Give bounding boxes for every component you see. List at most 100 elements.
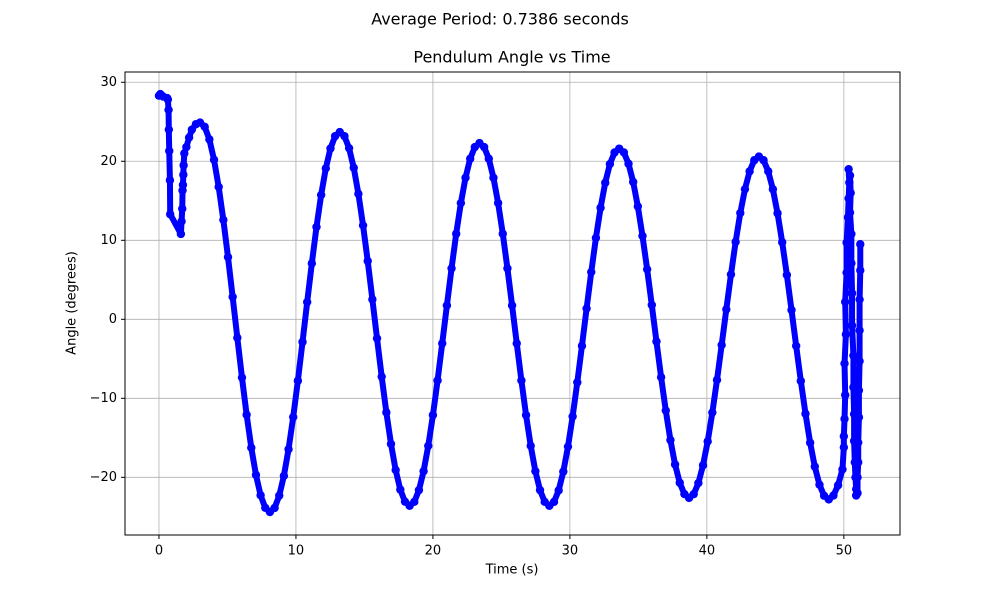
- data-point: [289, 412, 298, 422]
- data-point: [372, 334, 382, 343]
- data-point: [619, 148, 629, 157]
- data-point: [712, 375, 722, 385]
- x-tick-label: 10: [288, 544, 305, 559]
- data-point: [854, 386, 864, 395]
- data-point: [182, 142, 191, 152]
- data-point: [270, 503, 279, 513]
- x-axis-label: Time (s): [485, 563, 539, 578]
- data-point: [382, 408, 391, 417]
- data-point: [773, 209, 782, 218]
- data-point: [228, 292, 237, 302]
- data-point: [424, 441, 433, 450]
- data-point: [414, 485, 424, 495]
- data-point: [410, 497, 419, 507]
- data-point: [568, 412, 577, 421]
- data-point: [279, 471, 289, 481]
- data-point: [656, 373, 666, 382]
- data-point: [847, 289, 857, 298]
- data-point: [853, 488, 862, 498]
- data-point: [841, 330, 851, 339]
- data-point: [736, 208, 745, 218]
- data-point: [386, 439, 396, 449]
- data-point: [489, 173, 498, 182]
- data-point: [573, 378, 582, 387]
- data-point: [349, 163, 358, 172]
- data-point: [652, 337, 661, 346]
- data-point: [368, 295, 377, 304]
- data-point: [731, 237, 740, 247]
- data-point: [833, 481, 843, 490]
- data-point: [307, 259, 317, 268]
- y-tick-label: 10: [100, 233, 117, 248]
- data-point: [433, 376, 442, 385]
- data-point: [708, 408, 717, 417]
- x-tick-label: 0: [155, 544, 163, 559]
- suptitle: Average Period: 0.7386 seconds: [371, 10, 629, 29]
- data-point: [247, 443, 256, 452]
- data-point: [647, 300, 657, 310]
- data-point: [815, 480, 824, 489]
- data-point: [726, 270, 736, 279]
- data-point: [698, 461, 708, 470]
- data-point: [856, 266, 865, 275]
- data-point: [447, 264, 456, 273]
- data-point: [358, 221, 368, 230]
- data-point: [456, 198, 466, 208]
- data-point: [846, 188, 855, 198]
- data-point: [251, 470, 261, 480]
- data-point: [591, 233, 601, 243]
- data-point: [521, 410, 531, 420]
- data-point: [503, 264, 512, 273]
- data-point: [507, 301, 517, 310]
- data-point: [844, 164, 853, 174]
- data-point: [778, 238, 787, 247]
- data-point: [768, 185, 778, 194]
- data-point: [764, 167, 773, 176]
- data-point: [845, 208, 855, 217]
- data-point: [842, 238, 851, 247]
- data-point: [854, 413, 864, 422]
- data-point: [847, 229, 856, 239]
- data-point: [484, 154, 494, 163]
- data-point: [624, 159, 633, 168]
- data-point: [782, 270, 792, 280]
- chart-title: Pendulum Angle vs Time: [413, 48, 610, 67]
- data-point: [438, 339, 447, 348]
- data-point: [855, 356, 864, 366]
- data-point: [596, 203, 605, 212]
- x-tick-label: 20: [425, 544, 442, 559]
- data-point: [517, 376, 526, 385]
- data-point: [841, 390, 850, 400]
- data-point: [854, 458, 863, 467]
- data-point: [689, 489, 698, 499]
- data-point: [219, 215, 228, 225]
- data-point: [855, 326, 864, 335]
- x-tick-label: 40: [699, 544, 716, 559]
- data-point: [642, 265, 652, 274]
- data-point: [209, 155, 219, 164]
- data-point: [391, 465, 400, 475]
- data-point: [605, 159, 615, 169]
- data-point: [237, 373, 247, 382]
- data-point: [847, 259, 856, 268]
- data-point: [847, 321, 857, 330]
- data-point: [531, 466, 540, 476]
- data-point: [178, 204, 187, 213]
- data-point: [498, 229, 507, 238]
- data-point: [461, 173, 470, 182]
- data-point: [722, 305, 731, 314]
- data-point: [829, 491, 838, 500]
- data-point: [165, 176, 175, 185]
- data-point: [298, 337, 307, 347]
- data-point: [849, 351, 858, 360]
- data-point: [242, 410, 251, 419]
- data-point: [759, 156, 768, 165]
- y-axis-label: Angle (degrees): [65, 251, 80, 355]
- y-tick-label: 0: [109, 312, 117, 327]
- data-point: [582, 304, 591, 313]
- data-point: [563, 442, 573, 451]
- data-point: [428, 410, 438, 420]
- data-point: [554, 486, 563, 495]
